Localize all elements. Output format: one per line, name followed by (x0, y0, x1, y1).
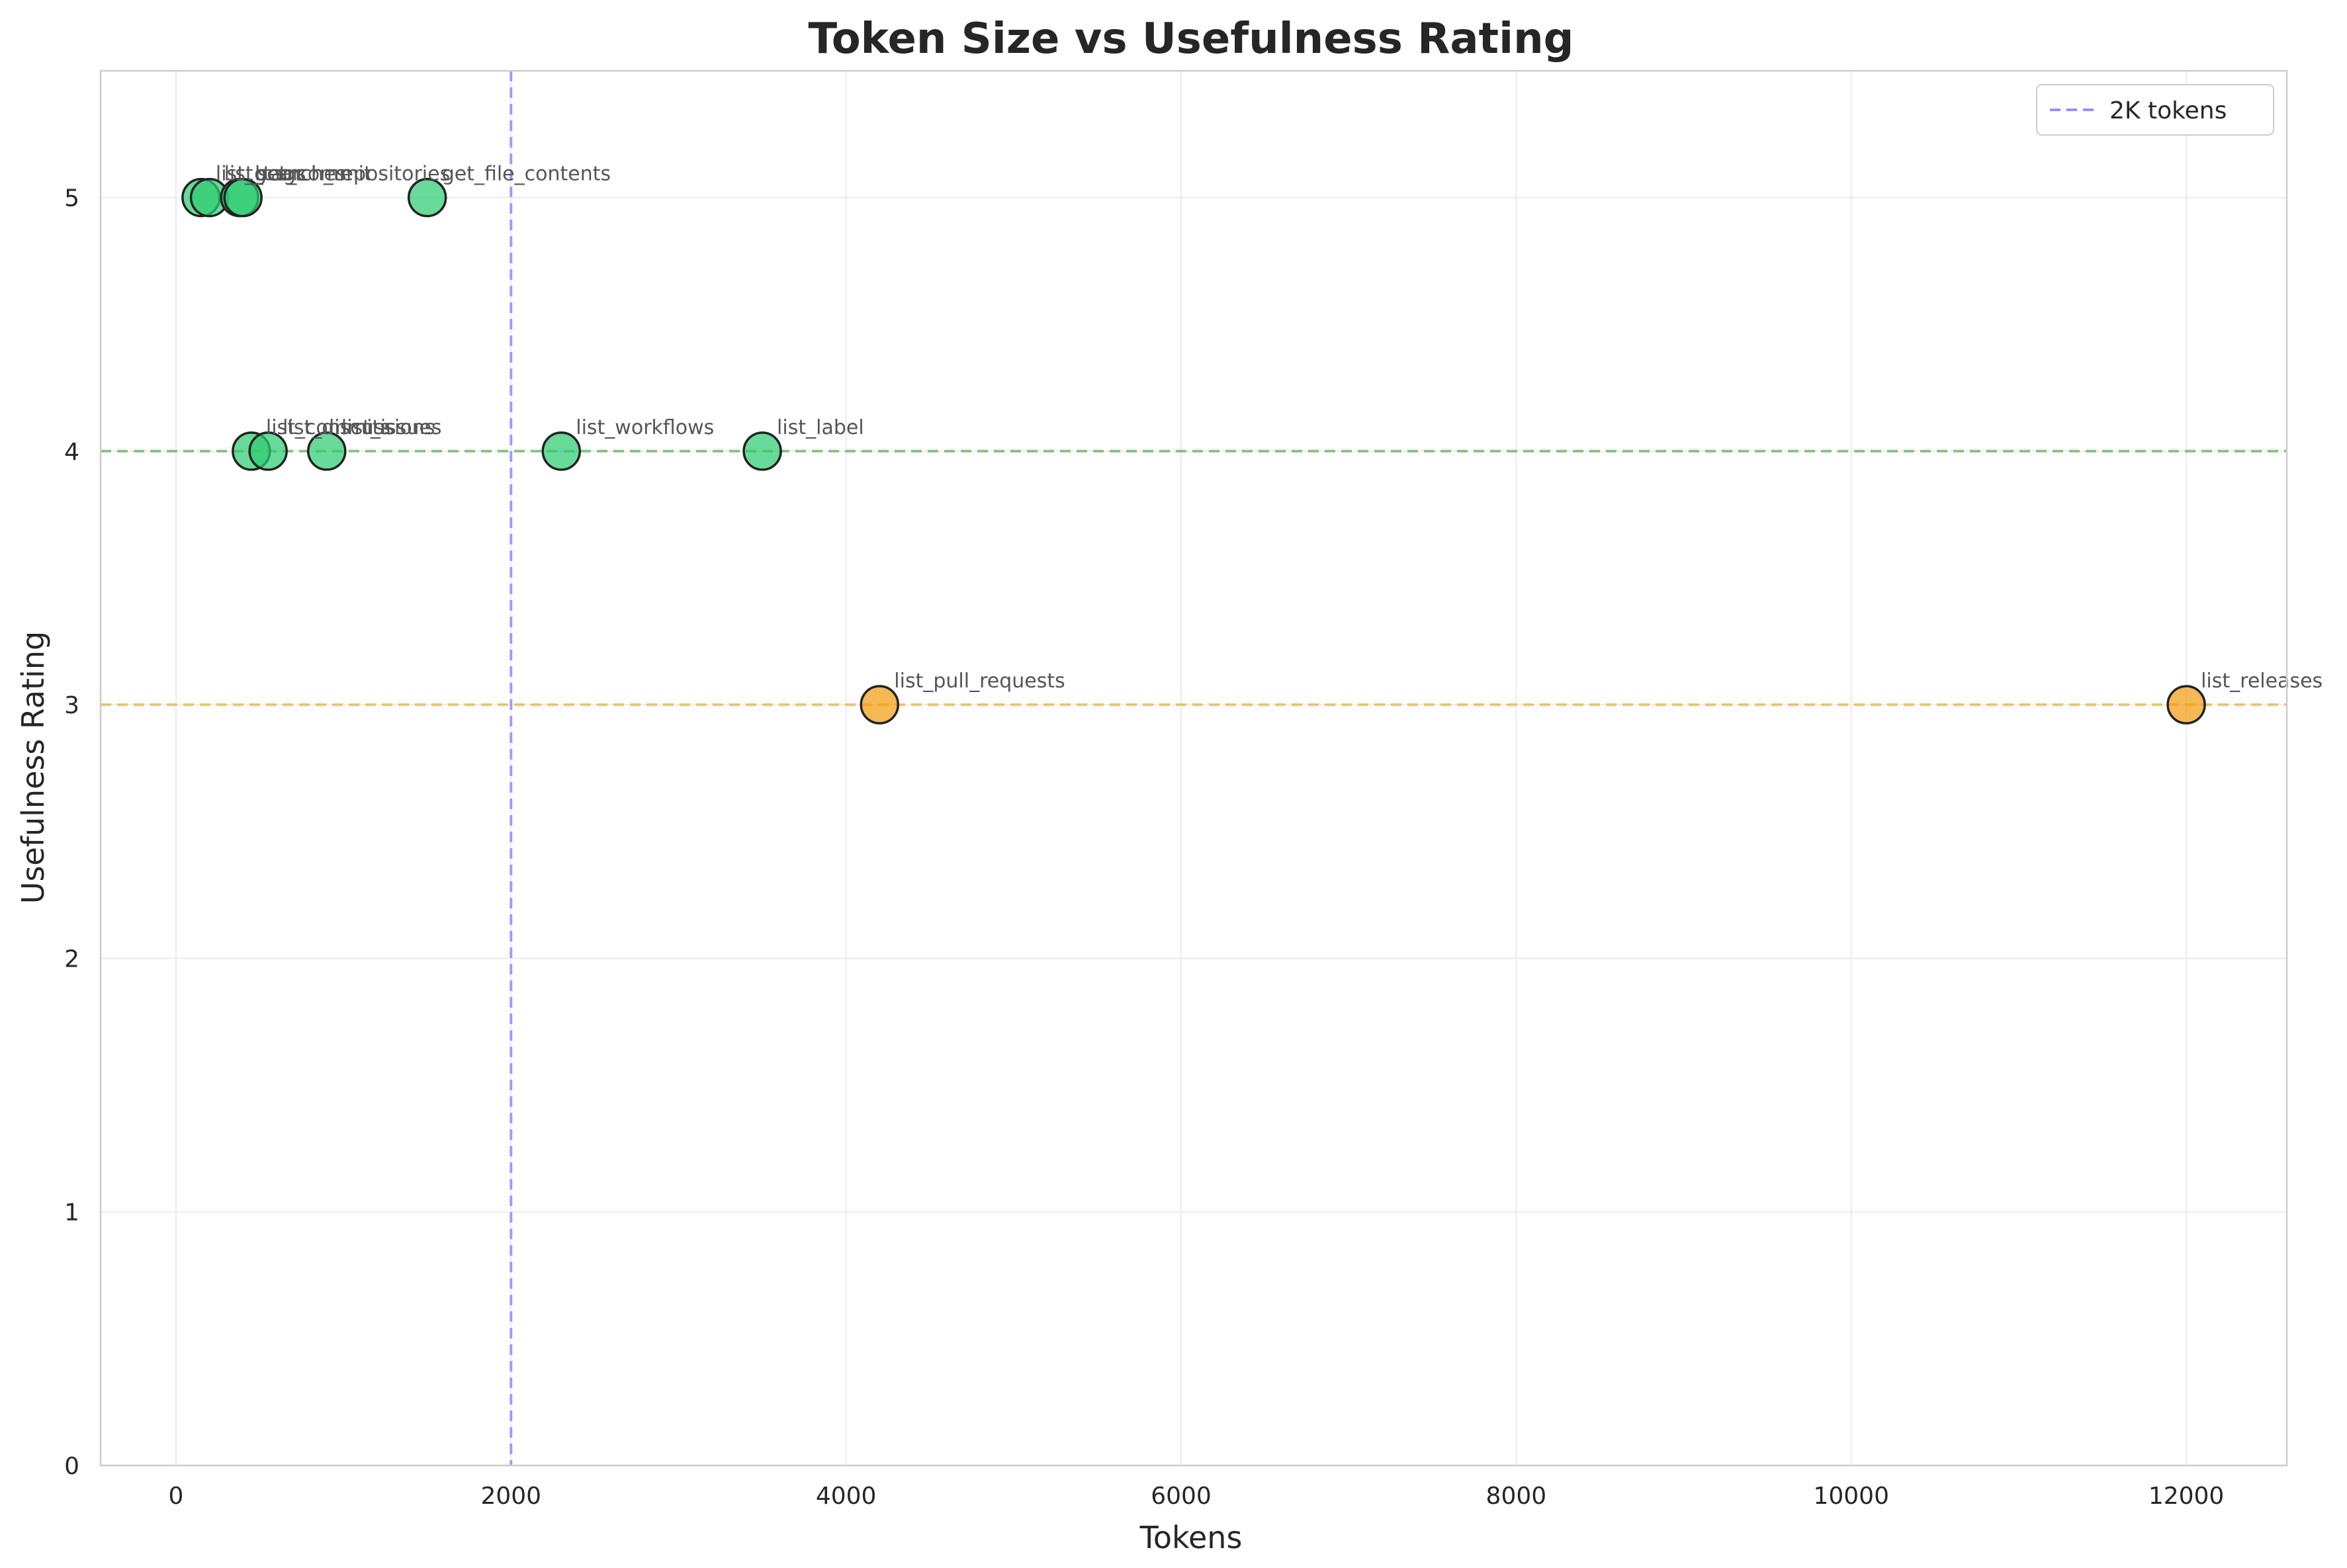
y-tick-label: 3 (64, 692, 79, 719)
point-label-search-repositories: search_repositories (257, 163, 450, 186)
x-tick-label: 8000 (1486, 1483, 1547, 1510)
data-point-list-issues (307, 431, 347, 471)
data-point-list-discussions (248, 431, 288, 471)
legend-box (2036, 84, 2274, 136)
x-tick-label: 12000 (2148, 1483, 2225, 1510)
point-label-list-label: list_label (777, 416, 864, 439)
data-point-list-releases (2166, 685, 2206, 724)
data-point-list-workflows (541, 431, 581, 471)
data-point-get-file-contents (407, 177, 447, 218)
tick-labels: 0 2000 4000 6000 8000 10000 12000 0 1 2 3 4 5 (64, 185, 2224, 1510)
y-axis-label: Usefulness Rating (15, 631, 51, 904)
y-tick-label: 5 (64, 185, 79, 212)
point-label-list-releases: list_releases (2201, 670, 2323, 693)
x-tick-label: 2000 (480, 1483, 541, 1510)
y-tick-label: 1 (64, 1199, 79, 1227)
point-label-list-commits: list_commits (266, 416, 390, 439)
legend-label-2k-tokens: 2K tokens (2109, 97, 2227, 124)
point-label-list-tags: list_tags (224, 163, 306, 186)
point-label-list-discussions: list_discussions (283, 416, 435, 439)
plot-frame (99, 69, 2288, 1467)
reference-lines (101, 71, 2287, 1465)
y-tick-label: 0 (64, 1453, 79, 1480)
x-tick-label: 4000 (816, 1483, 877, 1510)
point-labels: list_brancheslist_tagsget_commitsearch_r… (216, 163, 2323, 693)
data-points (181, 177, 2206, 724)
point-label-list-issues: list_issues (341, 416, 442, 439)
x-axis-label: Tokens (1139, 1520, 1243, 1555)
chart-title: Token Size vs Usefulness Rating (809, 15, 1574, 64)
y-tick-label: 4 (64, 439, 79, 466)
data-point-list-pull-requests (860, 685, 900, 724)
point-label-list-workflows: list_workflows (576, 416, 714, 439)
x-tick-label: 6000 (1151, 1483, 1212, 1510)
x-tick-label: 0 (168, 1483, 183, 1510)
x-tick-label: 10000 (1813, 1483, 1889, 1510)
point-label-list-pull-requests: list_pull_requests (894, 670, 1065, 693)
point-label-list-branches: list_branches (216, 163, 346, 186)
data-point-list-label (742, 431, 782, 471)
data-point-search-repositories (223, 177, 263, 218)
point-label-get-file-contents: get_file_contents (442, 163, 611, 186)
legend: 2K tokens (2036, 84, 2274, 136)
point-label-get-commit: get_commit (254, 163, 372, 186)
y-tick-label: 2 (64, 945, 79, 973)
